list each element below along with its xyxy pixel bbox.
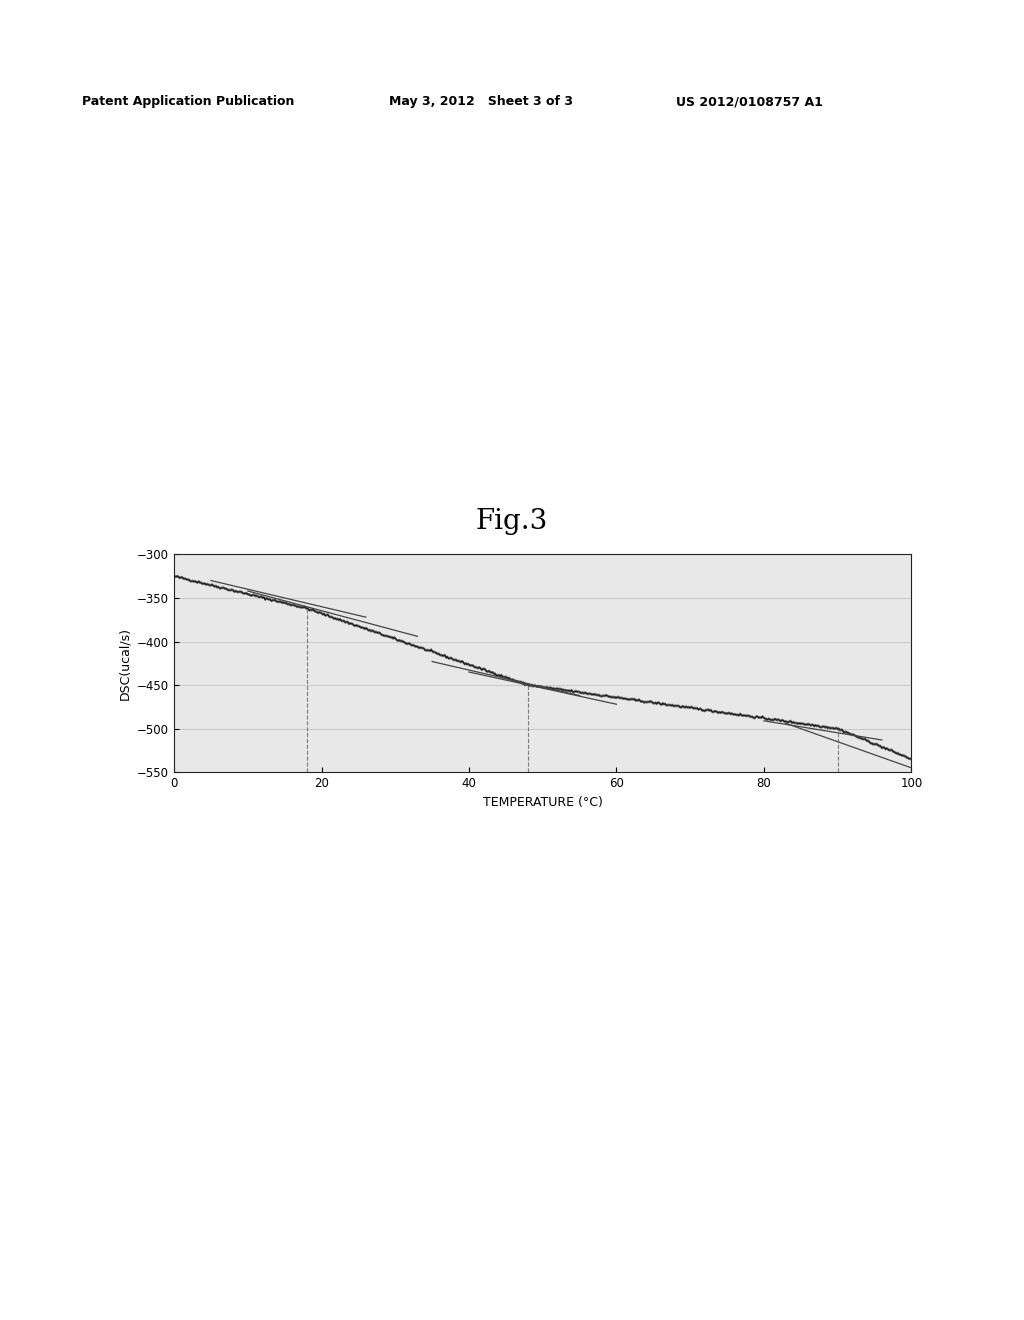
Text: Fig.3: Fig.3 xyxy=(476,508,548,535)
Text: US 2012/0108757 A1: US 2012/0108757 A1 xyxy=(676,95,822,108)
Text: May 3, 2012   Sheet 3 of 3: May 3, 2012 Sheet 3 of 3 xyxy=(389,95,573,108)
X-axis label: TEMPERATURE (°C): TEMPERATURE (°C) xyxy=(482,796,603,809)
Text: Patent Application Publication: Patent Application Publication xyxy=(82,95,294,108)
Y-axis label: DSC(ucal/s): DSC(ucal/s) xyxy=(119,627,131,700)
